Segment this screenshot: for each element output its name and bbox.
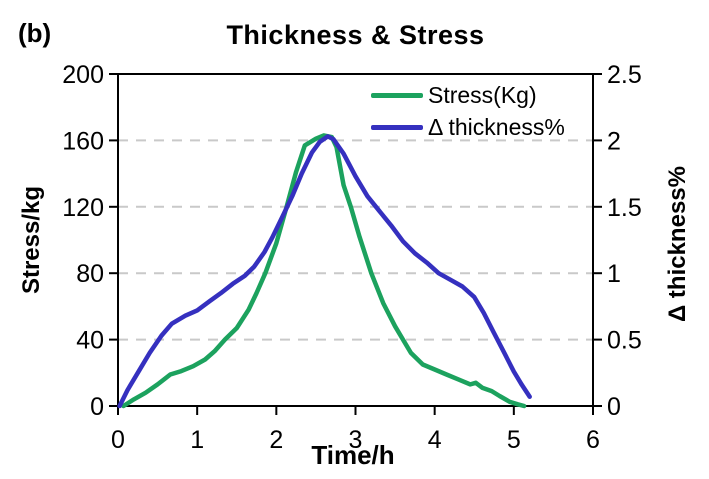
- legend-item-thickness: Δ thickness%: [371, 111, 565, 143]
- x-tick-label-5: 5: [507, 426, 521, 454]
- right-tick-label-0.5: 0.5: [607, 327, 642, 355]
- stress-line-swatch: [371, 92, 423, 98]
- x-tick-label-0: 0: [111, 426, 125, 454]
- left-tick-label-160: 160: [62, 127, 104, 155]
- left-tick-label-120: 120: [62, 194, 104, 222]
- x-tick-label-1: 1: [190, 426, 204, 454]
- x-axis-title: Time/h: [311, 440, 395, 470]
- series-line-thickness: [117, 134, 532, 409]
- x-tick-label-3: 3: [349, 426, 363, 454]
- x-tick-label-4: 4: [428, 426, 442, 454]
- left-tick-label-80: 80: [76, 260, 104, 288]
- right-tick-label-0: 0: [607, 393, 621, 421]
- left-tick-label-40: 40: [76, 327, 104, 355]
- right-tick-label-1.5: 1.5: [607, 194, 642, 222]
- right-tick-label-2.5: 2.5: [607, 61, 642, 89]
- legend-label-stress: Stress(Kg): [428, 81, 537, 108]
- left-tick-label-200: 200: [62, 61, 104, 89]
- series-line-stress: [121, 133, 527, 409]
- legend-item-stress: Stress(Kg): [371, 79, 565, 111]
- figure-label: (b): [18, 18, 52, 48]
- left-tick-label-0: 0: [90, 393, 104, 421]
- legend: Stress(Kg) Δ thickness%: [371, 79, 565, 143]
- right-tick-label-2: 2: [607, 127, 621, 155]
- thickness-line-swatch: [371, 124, 423, 130]
- x-tick-label-6: 6: [586, 426, 600, 454]
- right-tick-label-1: 1: [607, 260, 621, 288]
- right-axis-title: Δ thickness%: [664, 166, 691, 322]
- chart-title: Thickness & Stress: [226, 20, 485, 50]
- legend-label-thickness: Δ thickness%: [428, 113, 565, 140]
- left-axis-title: Stress/kg: [18, 185, 45, 295]
- x-tick-label-2: 2: [269, 426, 283, 454]
